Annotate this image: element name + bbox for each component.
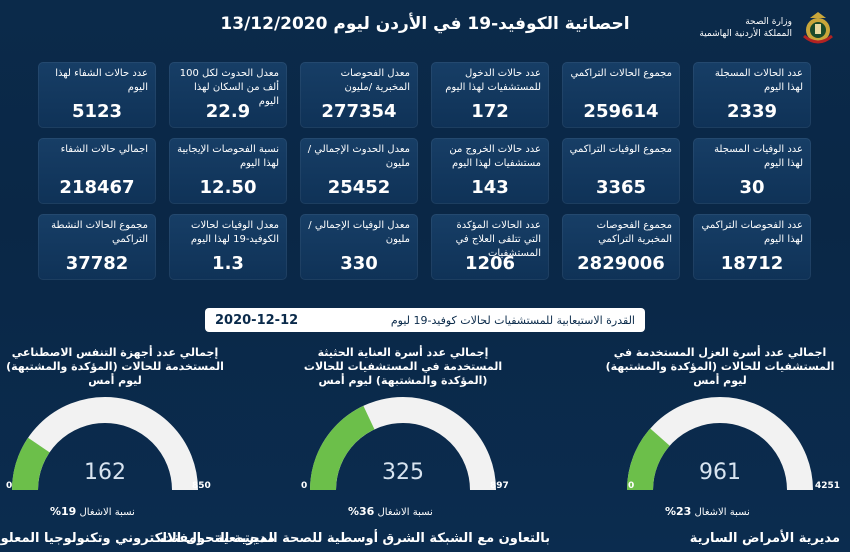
- stat-value: 18712: [720, 253, 784, 274]
- stat-card: معدل الوفيات الإجمالي /مليون 330: [300, 214, 418, 280]
- stat-label: مجموع الحالات النشطة التراكمي: [51, 220, 148, 245]
- gauge-fill: [12, 437, 50, 491]
- capacity-label: القدرة الاستيعابية للمستشفيات لحالات كوف…: [390, 313, 635, 327]
- stat-card: معدل الحدوث الإجمالي /مليون 25452: [300, 138, 418, 204]
- stat-value: 218467: [59, 177, 135, 198]
- footer-credit: مديرية الأمراض السارية: [689, 531, 840, 546]
- footer-credit: مديرية التحول الالكتروني وتكنولوجيا المع…: [0, 531, 275, 546]
- capacity-banner: 2020-12-12 القدرة الاستيعابية للمستشفيات…: [205, 308, 645, 332]
- stat-label: معدل الحدوث لكل 100 ألف من السكان لهذا ا…: [179, 68, 279, 107]
- stat-card: عدد الفحوصات التراكمي لهذا اليوم 18712: [693, 214, 811, 280]
- kingdom-name: المملكة الأردنية الهاشمية: [699, 29, 792, 39]
- gauge-max: 850: [192, 481, 211, 491]
- occupancy-label: نسبة الاشغال: [79, 507, 135, 518]
- stat-label: مجموع الوفيات التراكمي: [569, 144, 672, 155]
- gauge-min: 0: [628, 481, 635, 491]
- occupancy-value: 19%: [50, 505, 77, 518]
- footer-credit: بالتعاون مع الشبكة الشرق أوسطية للصحة ال…: [160, 531, 550, 546]
- stat-label: عدد الفحوصات التراكمي لهذا اليوم: [701, 220, 804, 245]
- occupancy-rate: نسبة الاشغال 19%: [50, 505, 135, 518]
- stat-card: عدد حالات الشفاء لهذا اليوم 5123: [38, 62, 156, 128]
- stat-value: 277354: [321, 101, 397, 122]
- occupancy-value: 23%: [665, 505, 692, 518]
- stat-label: مجموع الحالات التراكمي: [570, 68, 672, 79]
- stat-value: 22.9: [205, 101, 251, 122]
- stat-value: 2339: [726, 101, 778, 122]
- stat-value: 5123: [71, 101, 123, 122]
- stat-label: معدل الحدوث الإجمالي /مليون: [307, 144, 410, 169]
- stat-value: 1206: [464, 253, 516, 274]
- stat-card: مجموع الحالات النشطة التراكمي 37782: [38, 214, 156, 280]
- stat-label: اجمالي حالات الشفاء: [60, 144, 148, 155]
- capacity-date: 2020-12-12: [215, 312, 299, 328]
- stat-label: عدد حالات الخروج من مستشفيات لهذا اليوم: [449, 144, 541, 169]
- stat-label: مجموع الفحوصات المخبرية التراكمي: [596, 220, 672, 245]
- gauge-title: اجمالي عدد أسرة العزل المستخدمة في المست…: [605, 346, 835, 387]
- stat-label: معدل الوفيات الإجمالي /مليون: [308, 220, 410, 245]
- stat-card: معدل الفحوصات المخبرية /مليون 277354: [300, 62, 418, 128]
- stat-card: نسبة الفحوصات الإيجابية لهذا اليوم 12.50: [169, 138, 287, 204]
- stat-value: 12.50: [199, 177, 257, 198]
- stat-label: عدد الحالات المؤكدة التي تتلقى العلاج في…: [455, 220, 541, 259]
- ministry-logo: وزارة الصحة المملكة الأردنية الهاشمية: [699, 8, 838, 48]
- stat-card: مجموع الفحوصات المخبرية التراكمي 2829006: [562, 214, 680, 280]
- gauge-max: 897: [490, 481, 509, 491]
- gauge-fill: [627, 428, 671, 491]
- gauge-value: 961: [699, 460, 741, 485]
- stat-card: عدد الحالات المؤكدة التي تتلقى العلاج في…: [431, 214, 549, 280]
- gauge-min: 0: [6, 481, 13, 491]
- ministry-name: وزارة الصحة: [745, 17, 792, 27]
- gauge-value: 325: [382, 460, 424, 485]
- stat-label: عدد الحالات المسجلة لهذا اليوم: [714, 68, 803, 93]
- page-title: احصائية الكوفيد-19 في الأردن ليوم 13/12/…: [220, 14, 630, 34]
- gauge-title: إجمالي عدد أسرة العناية الحثيثة المستخدم…: [303, 346, 503, 387]
- stat-label: معدل الوفيات لحالات الكوفيد-19 لهذا اليو…: [190, 220, 279, 245]
- stat-value: 25452: [327, 177, 391, 198]
- gauge-chart: [627, 397, 813, 491]
- stat-card: عدد الحالات المسجلة لهذا اليوم 2339: [693, 62, 811, 128]
- stat-label: معدل الفحوصات المخبرية /مليون: [340, 68, 410, 93]
- stat-card: مجموع الحالات التراكمي 259614: [562, 62, 680, 128]
- stat-value: 3365: [595, 177, 647, 198]
- occupancy-label: نسبة الاشغال: [377, 507, 433, 518]
- stat-card: عدد الوفيات المسجلة لهذا اليوم 30: [693, 138, 811, 204]
- gauge-min: 0: [301, 481, 308, 491]
- stat-card: عدد حالات الخروج من مستشفيات لهذا اليوم 1…: [431, 138, 549, 204]
- jordan-crest-icon: [803, 12, 833, 44]
- stat-value: 1.3: [212, 253, 244, 274]
- gauge-chart: [310, 397, 496, 491]
- stat-value: 2829006: [577, 253, 665, 274]
- stat-value: 143: [471, 177, 509, 198]
- stat-value: 30: [739, 177, 765, 198]
- stat-card: اجمالي حالات الشفاء 218467: [38, 138, 156, 204]
- gauge-value: 162: [84, 460, 126, 485]
- stat-value: 37782: [65, 253, 129, 274]
- stat-card: معدل الحدوث لكل 100 ألف من السكان لهذا ا…: [169, 62, 287, 128]
- gauge-max: 4251: [815, 481, 841, 491]
- occupancy-rate: نسبة الاشغال 36%: [348, 505, 433, 518]
- stat-label: عدد الوفيات المسجلة لهذا اليوم: [714, 144, 803, 169]
- occupancy-label: نسبة الاشغال: [694, 507, 750, 518]
- occupancy-value: 36%: [348, 505, 375, 518]
- stat-label: نسبة الفحوصات الإيجابية لهذا اليوم: [177, 144, 279, 169]
- gauge-title: إجمالي عدد أجهزة التنفس الاصطناعي المستخ…: [6, 346, 224, 387]
- stat-value: 172: [471, 101, 509, 122]
- occupancy-rate: نسبة الاشغال 23%: [665, 505, 750, 518]
- gauge-fill: [310, 405, 375, 491]
- stat-label: عدد حالات الشفاء لهذا اليوم: [55, 68, 148, 93]
- gauge-chart: [12, 397, 198, 491]
- stat-card: عدد حالات الدخول للمستشفيات لهذا اليوم 17…: [431, 62, 549, 128]
- stat-card: مجموع الوفيات التراكمي 3365: [562, 138, 680, 204]
- stat-value: 259614: [583, 101, 659, 122]
- stat-card: معدل الوفيات لحالات الكوفيد-19 لهذا اليو…: [169, 214, 287, 280]
- stat-value: 330: [340, 253, 378, 274]
- stat-label: عدد حالات الدخول للمستشفيات لهذا اليوم: [445, 68, 541, 93]
